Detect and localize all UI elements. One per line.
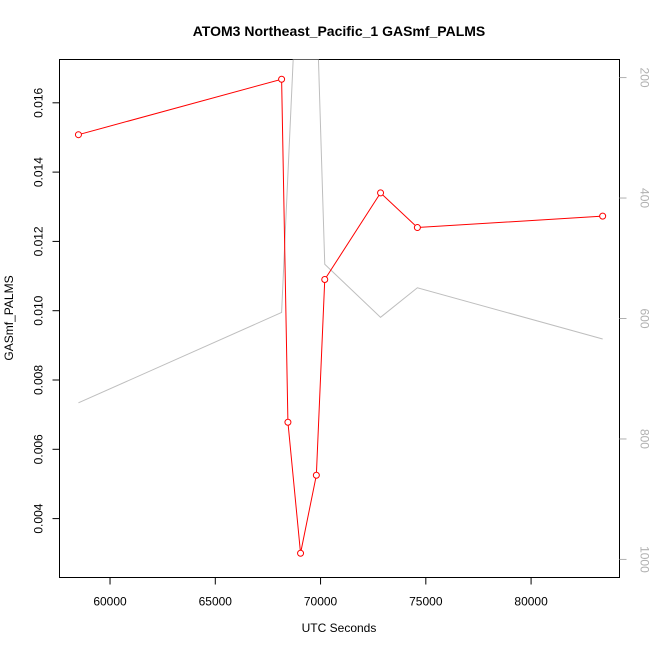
y-tick-label: 0.006 bbox=[32, 434, 46, 464]
x-tick-label: 65000 bbox=[199, 595, 233, 609]
y2-tick-label: 600 bbox=[638, 308, 650, 328]
data-point bbox=[599, 212, 607, 220]
y2-tick-label: 800 bbox=[638, 429, 650, 449]
data-point bbox=[377, 189, 385, 197]
x-axis-label: UTC Seconds bbox=[302, 621, 377, 635]
y-tick-label: 0.012 bbox=[32, 226, 46, 256]
y-tick-label: 0.004 bbox=[32, 503, 46, 533]
y2-tick-label: 400 bbox=[638, 188, 650, 208]
y-tick-label: 0.016 bbox=[32, 87, 46, 117]
x-tick-label: 70000 bbox=[304, 595, 338, 609]
data-point bbox=[312, 471, 320, 479]
data-point bbox=[413, 224, 421, 232]
y2-tick-label: 1000 bbox=[638, 546, 650, 573]
data-point bbox=[74, 131, 82, 139]
y-tick-label: 0.014 bbox=[32, 157, 46, 187]
data-point bbox=[321, 276, 329, 284]
data-point bbox=[278, 75, 286, 83]
pressure-line bbox=[78, 59, 603, 404]
x-tick-label: 75000 bbox=[409, 595, 443, 609]
series-layer bbox=[74, 59, 607, 557]
axes-layer: 60000 65000 70000 75000 80000 0.004 0.006 0.008… bbox=[32, 68, 650, 609]
chart-title: ATOM3 Northeast_Pacific_1 GASmf_PALMS bbox=[193, 23, 486, 39]
x-tick-label: 80000 bbox=[514, 595, 548, 609]
y-tick-label: 0.008 bbox=[32, 365, 46, 395]
y2-tick-label: 200 bbox=[638, 68, 650, 88]
data-point bbox=[297, 549, 305, 557]
y-axis-label: GASmf_PALMS bbox=[2, 275, 16, 360]
x-tick-label: 60000 bbox=[93, 595, 127, 609]
data-point bbox=[284, 418, 292, 426]
y-tick-label: 0.010 bbox=[32, 295, 46, 325]
